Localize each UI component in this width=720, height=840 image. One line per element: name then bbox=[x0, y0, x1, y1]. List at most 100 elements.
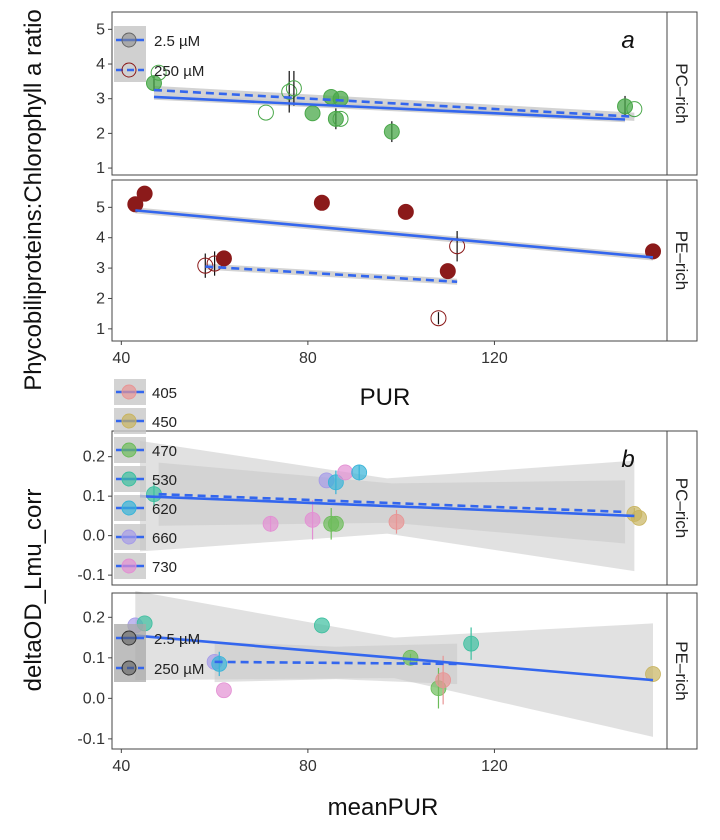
x-tick-label: 80 bbox=[299, 350, 317, 367]
facet-strip-label: PE–rich bbox=[672, 641, 691, 701]
data-point bbox=[285, 80, 302, 97]
facet-strip-label: PE–rich bbox=[672, 231, 691, 291]
y-tick-label: 4 bbox=[96, 230, 105, 247]
trend-line bbox=[135, 634, 654, 682]
data-point bbox=[127, 196, 144, 213]
y-axis-label-b: deltaOD_Lmu_corr bbox=[20, 489, 47, 692]
data-point bbox=[327, 474, 344, 491]
y-tick-label: 3 bbox=[96, 91, 105, 108]
facet-strip bbox=[666, 592, 698, 750]
y-tick-label: -0.1 bbox=[77, 567, 105, 584]
data-point bbox=[216, 682, 232, 699]
legend-label: 530 bbox=[152, 472, 177, 489]
x-tick-label: 80 bbox=[299, 758, 317, 775]
panel-frame bbox=[111, 179, 668, 342]
data-point bbox=[281, 83, 298, 100]
data-point bbox=[351, 464, 368, 481]
data-point bbox=[645, 666, 661, 682]
data-point bbox=[337, 464, 354, 481]
y-tick-label: 2 bbox=[96, 290, 105, 307]
data-point bbox=[439, 263, 456, 280]
data-point bbox=[463, 635, 480, 652]
legend-symbol bbox=[121, 384, 137, 400]
data-point bbox=[617, 98, 634, 115]
data-point bbox=[645, 243, 662, 260]
legend-label: 470 bbox=[152, 443, 177, 460]
trend-line bbox=[214, 660, 458, 666]
plot-layer: PC–rich 1 2 3 4 5 PE–rich 1 2 3 4 5 40 80 120 PC–rich -0… bbox=[77, 11, 698, 775]
y-tick-label: 0.2 bbox=[83, 609, 105, 626]
legend-label: 730 bbox=[152, 559, 177, 576]
trend-line bbox=[135, 209, 654, 259]
legend-symbol bbox=[121, 32, 137, 48]
data-point bbox=[435, 672, 452, 689]
data-point bbox=[313, 194, 330, 211]
data-point bbox=[327, 515, 344, 532]
y-tick-label: 0.0 bbox=[83, 690, 105, 707]
facet-strip-label: PC–rich bbox=[672, 478, 691, 538]
facet-strip bbox=[666, 179, 698, 342]
y-tick-label: 5 bbox=[96, 199, 105, 216]
data-point bbox=[430, 310, 447, 327]
data-point bbox=[211, 656, 228, 672]
data-point bbox=[383, 123, 400, 140]
trend-line bbox=[205, 265, 458, 284]
ribbon-layer bbox=[135, 85, 654, 737]
x-tick-label: 120 bbox=[481, 350, 508, 367]
x-tick-label: 40 bbox=[112, 350, 130, 367]
data-point bbox=[332, 90, 349, 107]
text-layer: Phycobiliproteins:Chlorophyll a ratio PU… bbox=[20, 9, 635, 821]
panel-label-b: b bbox=[621, 446, 634, 473]
facet-strip bbox=[666, 11, 698, 176]
data-point bbox=[332, 110, 349, 127]
legend-symbol bbox=[121, 529, 137, 545]
legend-symbol bbox=[121, 558, 137, 574]
data-point bbox=[262, 515, 279, 532]
x-tick-label: 40 bbox=[112, 758, 130, 775]
panel-label-a: a bbox=[621, 27, 634, 54]
legend-label: 450 bbox=[152, 414, 177, 431]
legend-symbol bbox=[121, 413, 137, 429]
facet-strip bbox=[666, 430, 698, 586]
y-tick-label: 2 bbox=[96, 125, 105, 142]
trend-line bbox=[139, 494, 635, 518]
y-tick-label: 0.1 bbox=[83, 488, 105, 505]
y-tick-label: 0.1 bbox=[83, 650, 105, 667]
y-tick-label: 3 bbox=[96, 260, 105, 277]
data-point bbox=[150, 64, 167, 81]
y-tick-label: 4 bbox=[96, 56, 105, 73]
data-point bbox=[388, 513, 405, 530]
data-point bbox=[313, 617, 330, 634]
x-axis-label-b: meanPUR bbox=[328, 794, 439, 821]
legend-symbol bbox=[121, 500, 137, 516]
legend-symbol bbox=[121, 630, 137, 646]
x-axis-label-a: PUR bbox=[360, 384, 411, 411]
legend-symbol bbox=[121, 62, 137, 78]
x-tick-label: 120 bbox=[481, 758, 508, 775]
y-tick-label: -0.1 bbox=[77, 731, 105, 748]
legend-symbol bbox=[121, 471, 137, 487]
y-tick-label: 1 bbox=[96, 160, 105, 177]
y-tick-label: 5 bbox=[96, 21, 105, 38]
legend-symbol bbox=[121, 660, 137, 676]
legend-label: 250 µM bbox=[154, 661, 204, 678]
legend-label: 2.5 µM bbox=[154, 631, 200, 648]
confidence-ribbon bbox=[205, 263, 458, 285]
legend-label: 405 bbox=[152, 385, 177, 402]
trend-line bbox=[153, 88, 635, 119]
y-tick-label: 0.0 bbox=[83, 528, 105, 545]
facet-strip-label: PC–rich bbox=[672, 63, 691, 123]
legend-symbol bbox=[121, 442, 137, 458]
y-axis-label-a: Phycobiliproteins:Chlorophyll a ratio bbox=[20, 9, 47, 391]
y-tick-label: 0.2 bbox=[83, 449, 105, 466]
data-point bbox=[397, 203, 414, 220]
trend-line bbox=[153, 95, 626, 121]
data-point bbox=[304, 511, 321, 528]
data-point bbox=[136, 185, 153, 202]
data-point bbox=[215, 250, 232, 267]
legend-label: 660 bbox=[152, 530, 177, 547]
data-point bbox=[327, 110, 344, 127]
data-point bbox=[631, 509, 647, 526]
data-point bbox=[257, 104, 274, 121]
